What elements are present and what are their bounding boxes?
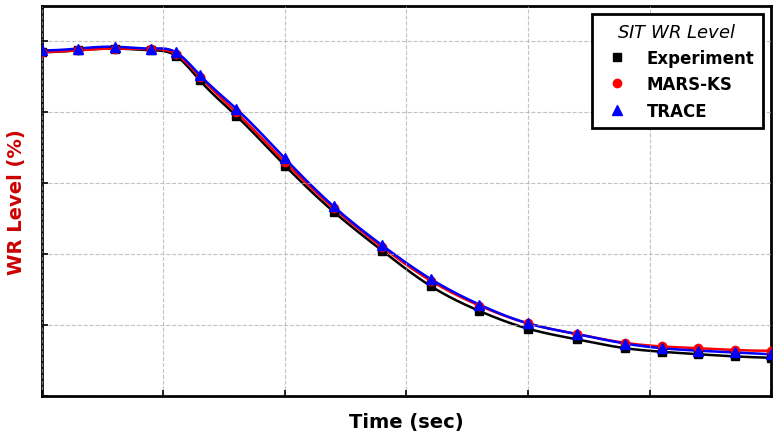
Experiment [572,337,581,342]
Experiment [74,49,83,54]
Experiment [110,47,120,52]
Experiment [37,50,47,56]
Experiment [195,78,205,84]
TRACE [693,348,703,353]
Experiment [621,346,630,351]
TRACE [280,156,289,162]
TRACE [232,107,241,112]
Line: TRACE: TRACE [37,43,776,359]
Experiment [280,163,289,169]
TRACE [657,346,666,351]
TRACE [621,341,630,346]
Experiment [524,326,533,332]
MARS-KS [280,160,289,165]
TRACE [74,47,83,52]
Experiment [329,209,338,215]
Experiment [426,284,436,289]
TRACE [37,49,47,54]
MARS-KS [426,279,436,284]
TRACE [426,277,436,282]
Experiment [730,354,739,359]
MARS-KS [475,304,484,309]
MARS-KS [572,332,581,337]
TRACE [195,73,205,78]
Experiment [146,49,156,54]
MARS-KS [524,321,533,326]
MARS-KS [37,50,47,56]
Line: MARS-KS: MARS-KS [38,45,775,355]
TRACE [329,204,338,209]
MARS-KS [110,47,120,52]
Legend: Experiment, MARS-KS, TRACE: Experiment, MARS-KS, TRACE [591,15,762,129]
Experiment [232,114,241,119]
MARS-KS [146,47,156,53]
MARS-KS [171,52,180,57]
TRACE [730,350,739,355]
Experiment [475,309,484,314]
Line: Experiment: Experiment [38,45,775,362]
TRACE [475,302,484,307]
TRACE [171,50,180,56]
X-axis label: Time (sec): Time (sec) [349,412,464,431]
MARS-KS [195,75,205,80]
Experiment [657,350,666,355]
MARS-KS [693,346,703,351]
TRACE [524,321,533,326]
Experiment [377,248,387,254]
TRACE [572,332,581,337]
MARS-KS [377,245,387,250]
MARS-KS [657,344,666,349]
Experiment [171,54,180,59]
MARS-KS [766,348,776,353]
Experiment [693,352,703,357]
MARS-KS [730,347,739,353]
MARS-KS [74,49,83,54]
TRACE [146,47,156,52]
MARS-KS [232,110,241,116]
MARS-KS [621,340,630,346]
MARS-KS [329,206,338,211]
TRACE [766,352,776,357]
TRACE [377,243,387,248]
Experiment [766,355,776,360]
Y-axis label: WR Level (%): WR Level (%) [7,129,26,274]
TRACE [110,45,120,50]
